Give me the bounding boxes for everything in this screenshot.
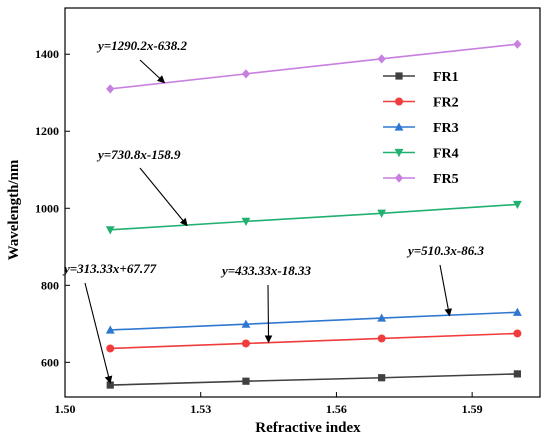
annotation-arrow [84,282,113,384]
series-fr4 [105,200,522,235]
data-point-fr1 [242,377,250,385]
series-line-fr4 [110,203,518,231]
equation-annotation: y=433.33x-18.33 [220,263,312,344]
data-point-fr1 [513,370,521,378]
equation-label: y=313.33x+67.77 [62,261,157,276]
equation-annotation: y=313.33x+67.77 [62,261,157,384]
data-point-fr5 [106,84,115,94]
series-line-fr3 [110,311,518,331]
equation-annotation: y=730.8x-158.9 [96,147,188,227]
equation-label: y=510.3x-86.3 [406,243,485,258]
series-line-fr5 [110,43,518,90]
series-fr3 [105,307,522,334]
legend-marker-fr1 [395,72,403,80]
legend-label-fr3: FR3 [433,121,459,136]
data-point-fr4 [512,200,522,210]
legend-item-fr5: FR5 [383,172,459,187]
data-point-fr3 [105,325,115,334]
series-line-fr2 [110,332,518,350]
data-point-fr5 [241,69,251,79]
data-point-fr4 [105,226,115,235]
x-tick-label: 1.53 [190,402,211,416]
annotation-arrow [439,264,453,317]
y-axis-title: Wavelength/nm [6,159,22,260]
equation-label: y=433.33x-18.33 [220,263,312,278]
series-fr1 [106,370,521,389]
equation-annotation: y=1290.2x-638.2 [96,38,188,84]
y-tick-label: 800 [41,278,59,292]
data-point-fr4 [241,217,251,226]
data-point-fr4 [377,209,387,218]
data-point-fr3 [512,307,522,316]
legend-marker-fr4 [394,148,404,158]
x-tick-label: 1.56 [326,402,347,416]
legend-item-fr1: FR1 [383,70,459,85]
series-fr5 [106,39,522,94]
legend-marker-fr2 [395,97,403,106]
x-axis-title: Refractive index [255,420,361,436]
legend-item-fr2: FR2 [383,96,459,111]
annotation-arrow [139,59,166,84]
series-fr2 [106,329,522,353]
legend-label-fr2: FR2 [433,96,459,111]
equation-annotation: y=510.3x-86.3 [406,243,485,317]
legend-label-fr1: FR1 [433,70,459,85]
data-point-fr3 [377,313,387,322]
data-point-fr2 [513,329,522,338]
data-point-fr2 [241,339,250,348]
legend-marker-fr3 [394,122,404,131]
data-point-fr2 [377,334,386,343]
data-point-fr1 [378,374,386,382]
annotation-arrow [264,284,273,344]
equation-label: y=1290.2x-638.2 [96,38,188,53]
data-point-fr3 [241,319,251,328]
legend-label-fr5: FR5 [433,172,459,187]
x-tick-label: 1.50 [55,402,76,416]
equation-label: y=730.8x-158.9 [96,147,181,162]
y-tick-label: 600 [41,355,59,369]
annotation-arrow [139,167,188,227]
data-point-fr1 [106,381,114,389]
legend-label-fr4: FR4 [433,147,459,162]
plot-frame [64,7,541,398]
y-tick-label: 1400 [35,47,59,61]
data-point-fr5 [513,39,522,49]
y-tick-label: 1200 [35,124,59,138]
x-tick-label: 1.59 [462,402,483,416]
data-point-fr2 [106,344,115,353]
legend-item-fr3: FR3 [383,121,459,136]
data-point-fr5 [377,54,386,64]
legend-marker-fr5 [394,173,404,183]
y-tick-label: 1000 [35,201,59,215]
legend-item-fr4: FR4 [383,147,459,162]
series-line-fr1 [110,373,518,386]
